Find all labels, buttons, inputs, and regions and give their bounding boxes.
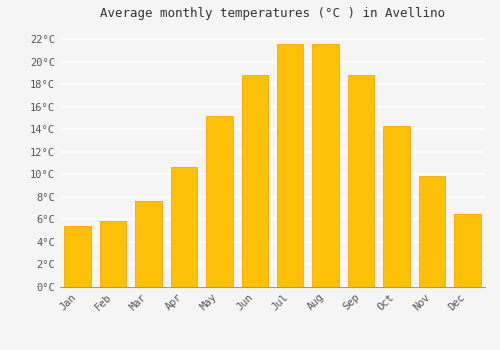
Bar [418, 175, 445, 287]
Bar [100, 220, 126, 287]
Title: Average monthly temperatures (°C ) in Avellino: Average monthly temperatures (°C ) in Av… [100, 7, 445, 20]
Bar [64, 226, 91, 287]
Bar [206, 116, 233, 287]
Bar [348, 75, 374, 287]
Bar [170, 167, 197, 287]
Bar [277, 44, 303, 287]
Bar [136, 201, 162, 287]
Bar [312, 44, 339, 287]
Bar [383, 126, 409, 287]
Bar [242, 75, 268, 287]
Bar [454, 214, 480, 287]
